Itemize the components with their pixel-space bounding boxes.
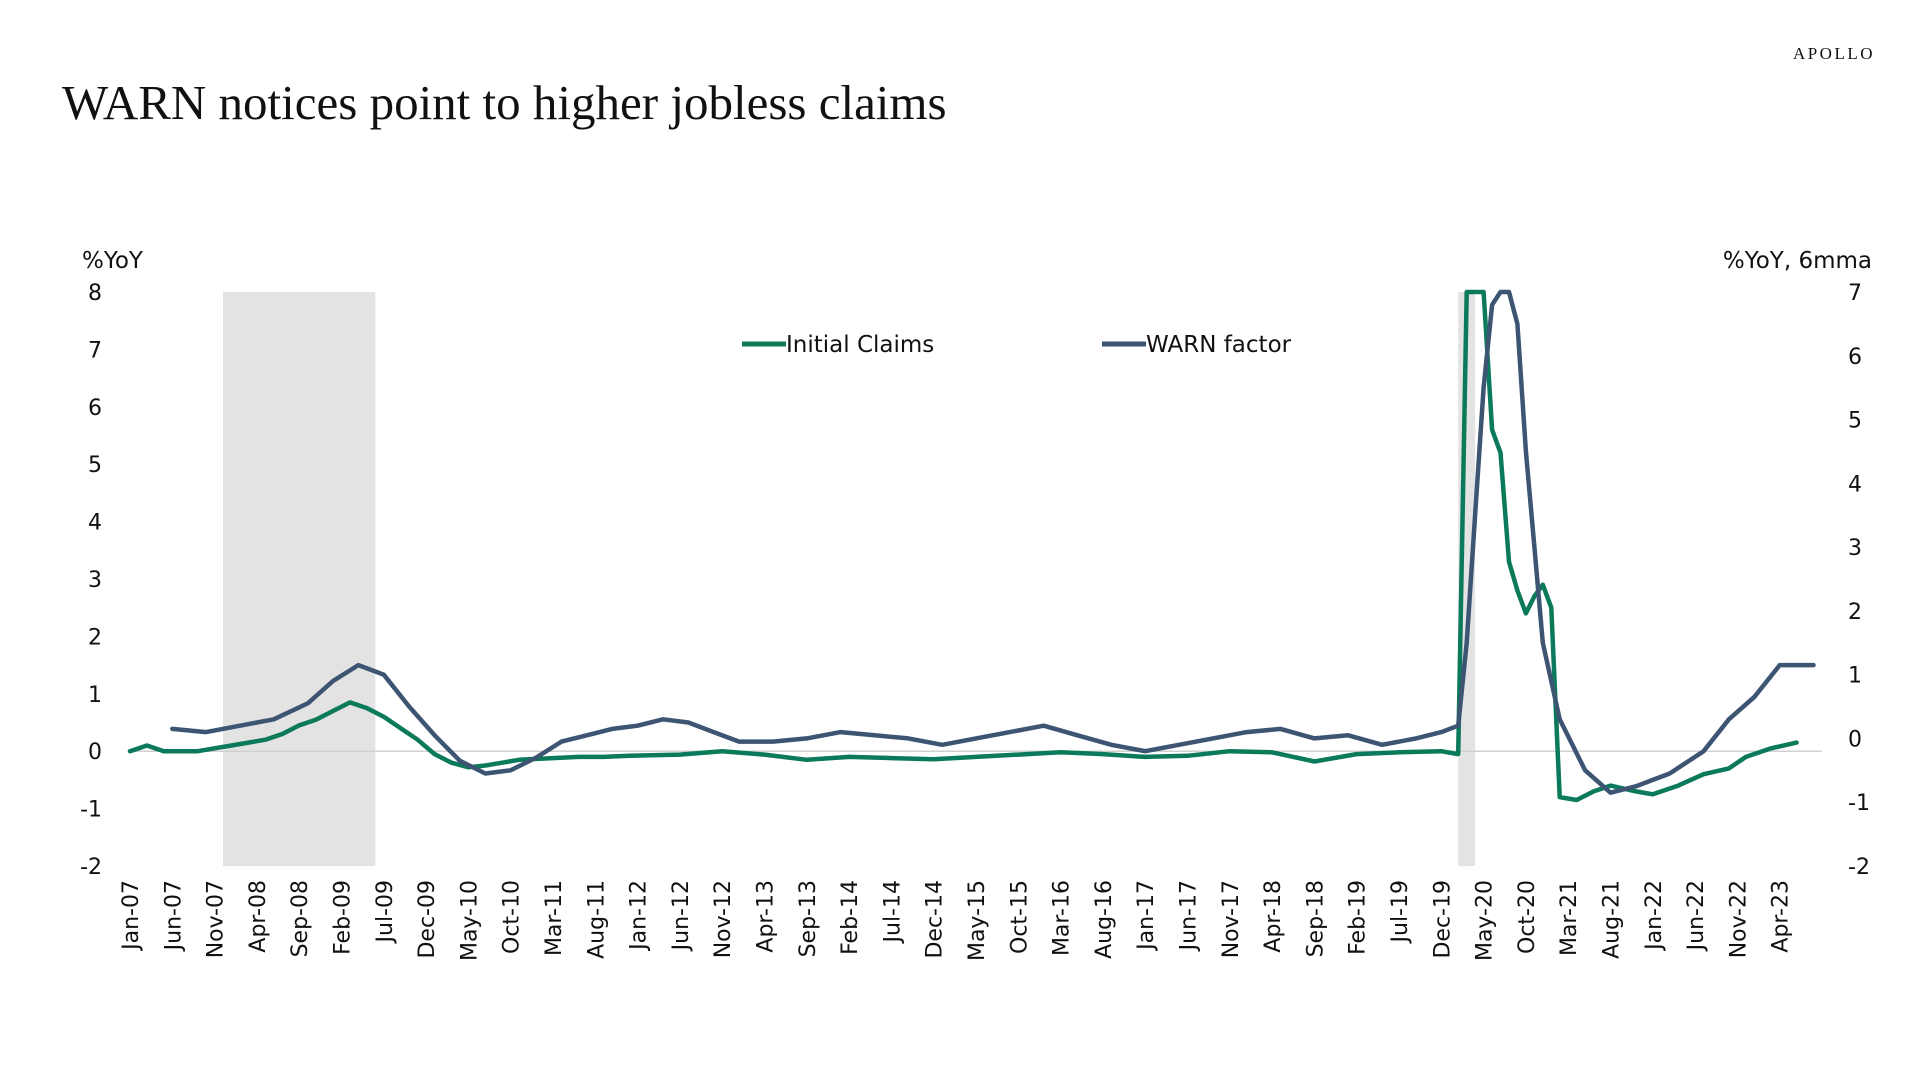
legend-label-initial-claims: Initial Claims — [786, 332, 934, 358]
x-tick-label: Feb-09 — [331, 880, 356, 955]
x-tick-label: Dec-19 — [1430, 880, 1455, 959]
x-tick-label: Nov-12 — [711, 880, 736, 958]
recession-band-0 — [223, 292, 376, 866]
x-tick-label: Apr-13 — [754, 880, 779, 953]
x-tick-label: Jul-14 — [880, 880, 905, 944]
x-tick-label: Jul-19 — [1388, 880, 1413, 944]
x-tick-label: Nov-07 — [204, 880, 229, 958]
x-tick-label: Jun-12 — [669, 880, 694, 952]
x-tick-label: May-15 — [965, 880, 990, 961]
x-tick-label: Jan-22 — [1642, 880, 1667, 952]
x-tick-label: Feb-14 — [838, 880, 863, 955]
left-tick-label: 0 — [88, 740, 102, 765]
left-tick-label: 4 — [88, 511, 102, 536]
x-tick-label: Jan-12 — [627, 880, 652, 952]
legend-label-warn-factor: WARN factor — [1146, 332, 1292, 358]
x-tick-label: Jan-07 — [119, 880, 144, 952]
x-tick-label: Dec-14 — [923, 880, 948, 959]
x-tick-label: Sep-18 — [1303, 880, 1328, 957]
x-tick-label: Feb-19 — [1346, 880, 1371, 955]
left-tick-label: 5 — [88, 453, 102, 478]
x-tick-label: Mar-11 — [542, 880, 567, 956]
x-tick-label: Mar-16 — [1050, 880, 1075, 956]
x-tick-label: Jan-17 — [1134, 880, 1159, 952]
brand-logo: APOLLO — [1792, 44, 1875, 63]
x-tick-label: Aug-11 — [584, 880, 609, 959]
x-tick-label: Mar-21 — [1557, 880, 1582, 956]
right-tick-label: 2 — [1848, 600, 1862, 625]
legend: Initial Claims WARN factor — [742, 332, 1292, 358]
right-tick-label: -2 — [1848, 855, 1870, 880]
left-axis-ticks: 8 7 6 5 4 3 2 1 0 -1 -2 — [80, 281, 102, 880]
x-tick-label: Oct-15 — [1007, 880, 1032, 954]
left-tick-label: 8 — [88, 281, 102, 306]
right-axis-ticks: 7 6 5 4 3 2 1 0 -1 -2 — [1848, 281, 1870, 880]
x-tick-label: Nov-22 — [1726, 880, 1751, 958]
right-tick-label: 6 — [1848, 345, 1862, 370]
x-tick-label: Jul-09 — [373, 880, 398, 944]
x-tick-label: Aug-21 — [1600, 880, 1625, 959]
right-tick-label: -1 — [1848, 791, 1870, 816]
left-tick-label: -2 — [80, 855, 102, 880]
series-line-initial-claims — [127, 289, 1799, 803]
x-tick-label: Oct-10 — [500, 880, 525, 954]
right-tick-label: 7 — [1848, 281, 1862, 306]
x-tick-label: Oct-20 — [1515, 880, 1540, 954]
right-tick-label: 4 — [1848, 472, 1862, 497]
x-tick-label: Apr-18 — [1261, 880, 1286, 953]
left-tick-label: 3 — [88, 568, 102, 593]
left-tick-label: 7 — [88, 338, 102, 363]
right-tick-label: 5 — [1848, 409, 1862, 434]
left-axis-label: %YoY — [82, 248, 144, 274]
x-tick-label: May-10 — [457, 880, 482, 961]
left-tick-label: 1 — [88, 683, 102, 708]
x-tick-label: Apr-08 — [246, 880, 271, 953]
x-tick-label: Jun-17 — [1177, 880, 1202, 952]
x-tick-label: Sep-13 — [796, 880, 821, 957]
x-axis-ticks: Jan-07 Jun-07 Nov-07 Apr-08 Sep-08 Feb-09 Jul-… — [119, 880, 1794, 961]
x-tick-label: Aug-16 — [1092, 880, 1117, 959]
x-tick-label: Nov-17 — [1219, 880, 1244, 958]
x-tick-label: Sep-08 — [288, 880, 313, 957]
x-tick-label: Dec-09 — [415, 880, 440, 959]
right-axis-label: %YoY, 6mma — [1723, 248, 1872, 274]
left-tick-label: -1 — [80, 798, 102, 823]
chart-title: WARN notices point to higher jobless cla… — [62, 75, 947, 130]
x-tick-label: Jun-22 — [1684, 880, 1709, 952]
left-tick-label: 6 — [88, 396, 102, 421]
series-line-warn-factor — [170, 289, 1816, 795]
right-tick-label: 1 — [1848, 664, 1862, 689]
series-layer — [127, 289, 1816, 803]
recession-shading — [223, 292, 1476, 866]
x-tick-label: Apr-23 — [1769, 880, 1794, 953]
x-tick-label: May-20 — [1473, 880, 1498, 961]
left-tick-label: 2 — [88, 625, 102, 650]
right-tick-label: 3 — [1848, 536, 1862, 561]
x-tick-label: Jun-07 — [161, 880, 186, 952]
right-tick-label: 0 — [1848, 727, 1862, 752]
